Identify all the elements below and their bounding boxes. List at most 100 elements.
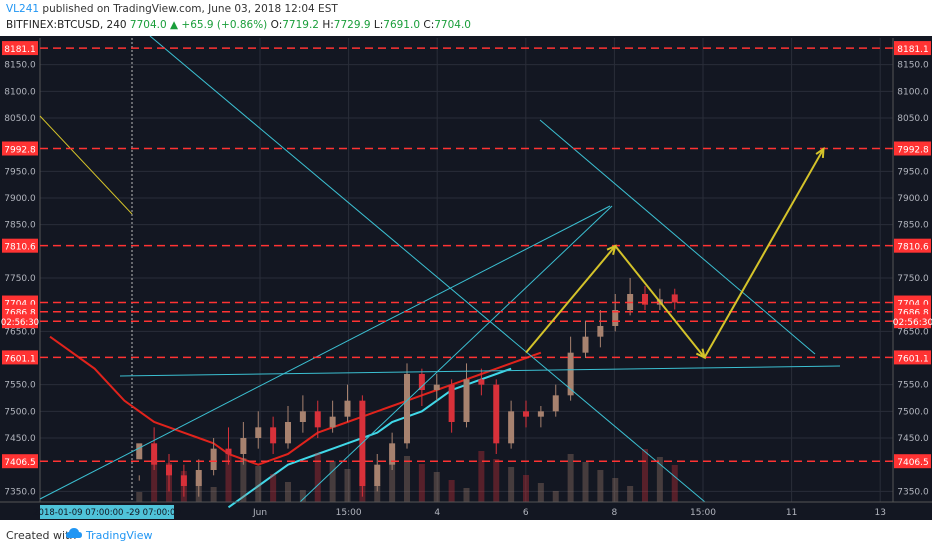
y-tick-left: 7750.0 (4, 274, 36, 284)
horizontal-levels: 8181.1 8181.1 7992.8 7992.8 7810.6 7810.6 7704… (1, 41, 932, 469)
candle-up (597, 326, 604, 337)
candle-down (180, 475, 187, 486)
countdown-label-left-bg (2, 314, 38, 329)
ohlc-legend: BITFINEX:BTCUSD, 240 7704.0 ▲ +65.9 (+0.… (6, 19, 471, 31)
level-label-left: 7406.5 (4, 458, 36, 468)
level-label-left: 7992.8 (4, 146, 36, 156)
level-label-left: 7810.6 (4, 243, 36, 253)
volume-bar (612, 478, 619, 502)
publish-info: VL241 published on TradingView.com, June… (6, 3, 338, 15)
volume-bar (493, 459, 500, 502)
level-label-right-bg (894, 141, 931, 156)
level-label-right: 7992.8 (897, 146, 929, 156)
chart-header: VL241 published on TradingView.com, June… (0, 0, 932, 36)
volume-bar (166, 463, 172, 502)
y-tick-left: 7650.0 (4, 327, 36, 337)
candle-up (463, 379, 470, 422)
volume-bar (136, 492, 143, 502)
close-value: 7704.0 (434, 19, 471, 31)
y-tick-right: 7550.0 (897, 381, 929, 391)
volume-bar (285, 482, 291, 502)
candle-down (314, 411, 321, 428)
publish-text: published on TradingView.com, June 03, 2… (42, 3, 338, 15)
channel-line (39, 205, 611, 500)
channel-line (539, 119, 816, 355)
candle-down (478, 379, 485, 385)
trend-channel (39, 36, 841, 503)
y-tick-right: 7500.0 (897, 407, 929, 417)
projection-arrow (525, 245, 617, 354)
candle-up (537, 411, 544, 417)
x-tick-label: 13 (874, 508, 885, 518)
y-tick-left: 8100.0 (4, 87, 36, 97)
level-label-left: 7686.8 (4, 309, 36, 319)
volume-bar (255, 466, 262, 502)
volume-bar (329, 461, 336, 502)
y-tick-left: 8050.0 (4, 114, 36, 124)
level-label-left: 7601.1 (4, 354, 36, 364)
candle-up (612, 310, 619, 326)
y-tick-left: 7950.0 (4, 167, 36, 177)
volume-bar (448, 480, 455, 502)
author-link[interactable]: VL241 (6, 3, 40, 15)
level-label-left: 8181.1 (4, 45, 36, 55)
y-tick-right: 7850.0 (897, 221, 929, 231)
trend-line-yellow (39, 115, 133, 215)
footer: Created with TradingView (0, 520, 932, 550)
candle-up (404, 374, 410, 444)
candle-up (299, 411, 306, 422)
x-tick-label: Jun (252, 508, 267, 518)
candle-down (493, 384, 500, 444)
level-label-right-bg (894, 454, 931, 469)
volume-bar (582, 462, 589, 502)
created-with-text: Created with (6, 529, 77, 542)
volume-bar (508, 467, 515, 502)
level-label-right: 7406.5 (897, 458, 929, 468)
candle-up (582, 336, 589, 353)
volume-bar (359, 477, 366, 502)
level-label-left-bg (2, 141, 38, 156)
last-price: 7704.0 (129, 19, 167, 31)
countdown-label-left: 02:56:30 (1, 318, 39, 328)
volume-bar (195, 479, 202, 502)
price-change: ▲ +65.9 (+0.86%) (170, 19, 268, 31)
y-tick-right: 8050.0 (897, 114, 929, 124)
y-tick-right: 7950.0 (897, 167, 929, 177)
volume-bar (463, 488, 470, 502)
candle-up (508, 411, 515, 444)
volume-bar (552, 491, 559, 502)
x-tick-label: 15:00 (690, 508, 716, 518)
y-tick-left: 8150.0 (4, 61, 36, 71)
price-axes: 8150.0 8150.0 8100.0 8100.0 8050.0 8050.0 7950… (4, 61, 929, 498)
candle-down (151, 443, 158, 465)
level-label-right: 7686.8 (897, 309, 929, 319)
volume-bar (299, 490, 306, 502)
level-label-left-bg (2, 350, 38, 365)
volume-bar (537, 483, 544, 502)
y-tick-left: 7350.0 (4, 487, 36, 497)
low-label: L: (373, 19, 384, 31)
channel-line (149, 36, 706, 503)
close-label: C: (423, 19, 435, 31)
channel-line (299, 205, 613, 503)
y-tick-right: 7450.0 (897, 434, 929, 444)
volume-bar (671, 465, 678, 502)
candle-up (329, 416, 336, 428)
crosshair-time-bg (40, 505, 174, 519)
crosshair-time-label: 2018-01-09 07:00:00 -29 07:00:00 (33, 508, 181, 518)
volume-bar (627, 486, 634, 502)
tradingview-brand[interactable]: TradingView (86, 529, 153, 542)
volume-bar (567, 454, 574, 502)
volume-bar (180, 471, 187, 502)
volume-bar (433, 472, 440, 502)
price-chart[interactable]: 8181.1 8181.1 7992.8 7992.8 7810.6 7810.6 7704… (0, 36, 932, 520)
low-value: 7691.0 (383, 19, 421, 31)
volume-bar (374, 485, 381, 502)
level-label-right: 8181.1 (897, 45, 929, 55)
y-tick-left: 7450.0 (4, 434, 36, 444)
volume-bar (314, 453, 321, 502)
volume-bar (597, 470, 604, 502)
level-label-left-bg (2, 454, 38, 469)
candle-down (523, 411, 529, 417)
candle-up (374, 464, 381, 486)
